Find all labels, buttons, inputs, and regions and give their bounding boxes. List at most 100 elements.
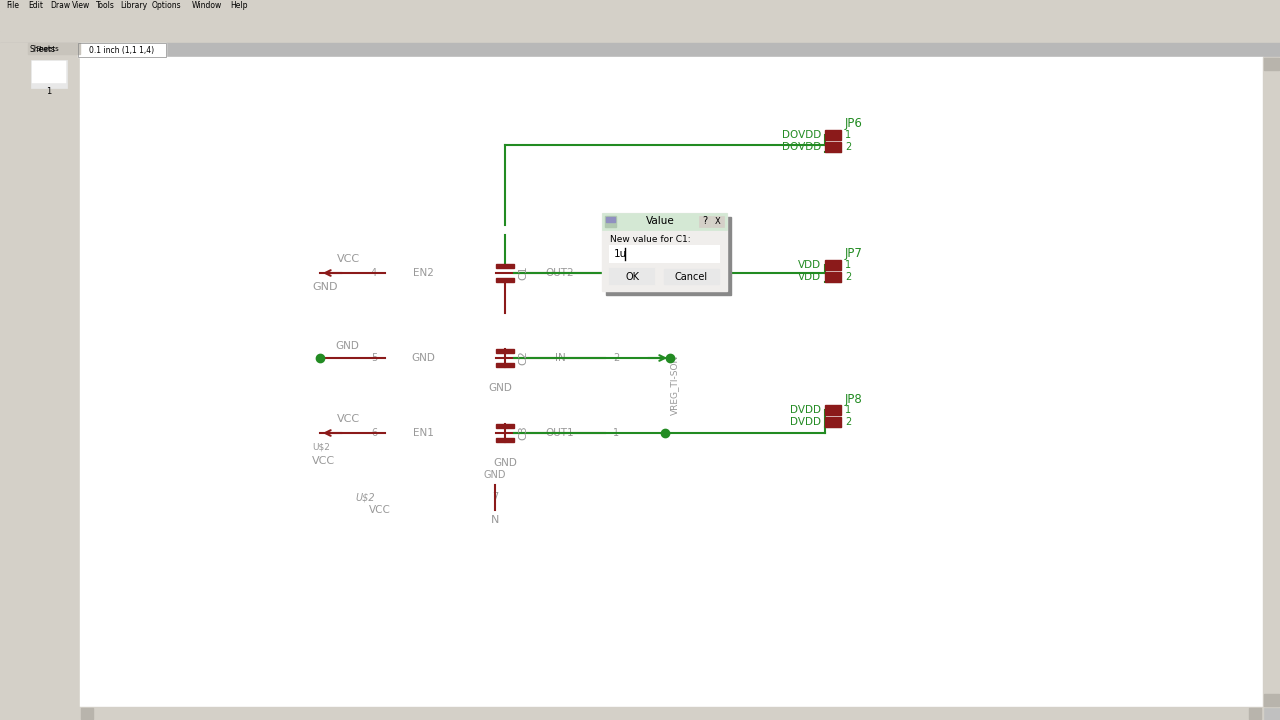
Bar [78, 43, 166, 57]
Text: Cancel: Cancel [675, 271, 708, 282]
Text: 1u: 1u [614, 249, 627, 259]
Bar [3, 348, 26, 360]
Bar [497, 424, 515, 428]
Text: U$2: U$2 [312, 443, 330, 451]
Bar [3, 152, 26, 164]
Bar [3, 124, 26, 136]
Text: GND: GND [312, 282, 338, 292]
Text: C2: C2 [518, 351, 529, 366]
Text: VCC: VCC [312, 456, 335, 466]
Bar [3, 138, 26, 150]
Text: EN1: EN1 [412, 428, 434, 438]
Bar [3, 297, 26, 309]
Bar [3, 230, 26, 242]
Text: OUT2: OUT2 [545, 268, 575, 278]
Text: EN2: EN2 [412, 268, 434, 278]
Bar [1249, 708, 1261, 719]
Text: DOVDD: DOVDD [782, 130, 820, 140]
Bar [699, 216, 710, 227]
Bar [1265, 694, 1279, 706]
Text: 0.1 inch (1,1 1,4): 0.1 inch (1,1 1,4) [90, 45, 155, 55]
Text: 2: 2 [613, 353, 620, 363]
Text: JP6: JP6 [845, 117, 863, 130]
Bar [28, 43, 79, 720]
Bar [3, 283, 26, 295]
Text: DVDD: DVDD [790, 405, 820, 415]
Bar [0, 707, 79, 720]
Bar [3, 68, 26, 80]
Bar [3, 160, 26, 172]
Bar [0, 0, 1280, 11]
Bar [497, 438, 515, 442]
Text: VCC: VCC [337, 414, 360, 424]
Text: DVDD: DVDD [790, 417, 820, 427]
Text: Value: Value [645, 217, 675, 227]
Text: 5: 5 [371, 353, 378, 363]
Bar [826, 405, 841, 415]
Text: JP7: JP7 [845, 248, 863, 261]
Bar [79, 707, 1263, 720]
Text: Draw: Draw [50, 1, 70, 10]
Text: C3: C3 [518, 426, 529, 441]
Text: 1: 1 [845, 260, 851, 270]
Bar [826, 142, 841, 152]
Bar [611, 246, 719, 262]
Bar [826, 417, 841, 427]
Bar [1265, 58, 1279, 70]
Bar [3, 269, 26, 281]
Bar [611, 269, 654, 284]
Bar [0, 31, 1280, 43]
Bar [3, 154, 26, 166]
Text: DOVDD: DOVDD [782, 142, 820, 152]
Bar [605, 216, 616, 227]
Text: VDD: VDD [797, 260, 820, 270]
Text: GND: GND [411, 353, 435, 363]
Bar [3, 140, 26, 152]
Text: C1: C1 [518, 266, 529, 280]
Text: New value for C1:: New value for C1: [611, 235, 691, 243]
Bar [3, 174, 26, 186]
Text: X: X [716, 217, 721, 226]
Bar [3, 55, 26, 67]
Text: VCC: VCC [369, 505, 390, 515]
Text: GND: GND [488, 383, 512, 393]
Bar [3, 325, 26, 337]
Bar [605, 217, 614, 222]
Text: ?: ? [703, 217, 708, 227]
Text: IN: IN [554, 353, 566, 363]
Bar [0, 43, 28, 720]
Text: Help: Help [230, 1, 247, 10]
Text: 2: 2 [845, 142, 851, 152]
Bar [78, 43, 166, 57]
Bar [826, 130, 841, 140]
Bar [1263, 57, 1280, 707]
Text: 6: 6 [371, 428, 378, 438]
Bar [3, 110, 26, 122]
Bar [0, 11, 1280, 31]
Bar [826, 260, 841, 270]
Text: Library: Library [120, 1, 147, 10]
Bar [497, 264, 515, 268]
Text: 2: 2 [845, 417, 851, 427]
Bar [0, 43, 1280, 57]
Bar [3, 248, 26, 260]
Text: 1: 1 [46, 86, 51, 96]
Bar [3, 319, 26, 331]
Bar [3, 166, 26, 178]
Text: 7: 7 [492, 492, 498, 502]
Bar [3, 202, 26, 214]
Text: 1: 1 [613, 428, 620, 438]
Text: OUT1: OUT1 [545, 428, 575, 438]
Text: 1: 1 [845, 130, 851, 140]
Bar [826, 272, 841, 282]
Text: 2: 2 [613, 268, 620, 278]
Text: VCC: VCC [337, 254, 360, 264]
Text: JP8: JP8 [845, 392, 863, 405]
Bar [602, 213, 727, 230]
Bar [3, 82, 26, 94]
Bar [3, 339, 26, 351]
Bar [3, 220, 26, 232]
Text: View: View [72, 1, 91, 10]
Bar [28, 43, 79, 54]
Text: Sheets: Sheets [29, 45, 56, 55]
